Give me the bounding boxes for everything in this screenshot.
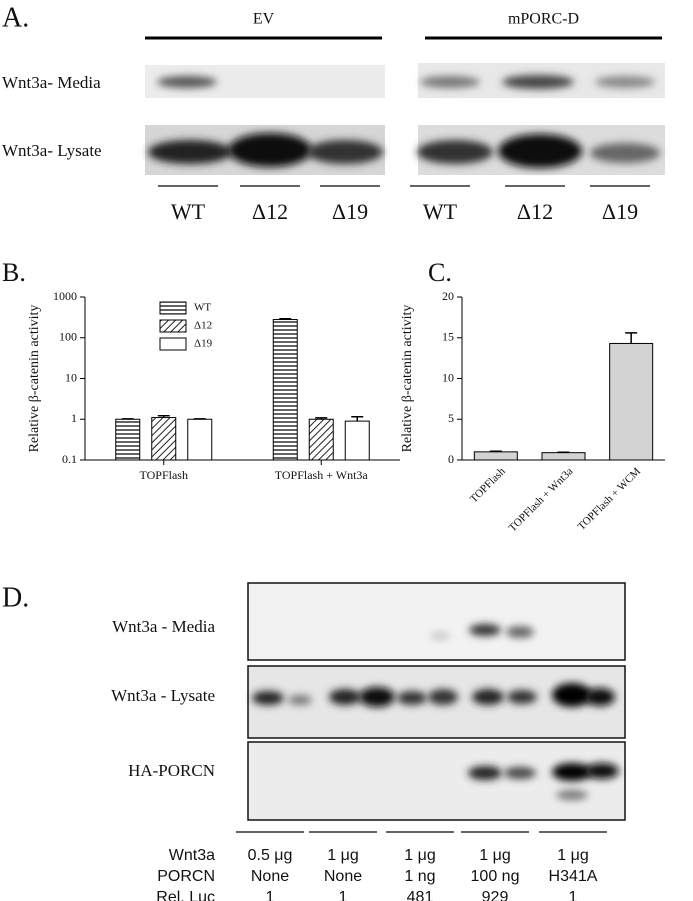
blot-a [145, 63, 665, 175]
panel-label: C. [428, 258, 452, 287]
bar [272, 319, 298, 461]
lane-label: Δ19 [602, 199, 638, 224]
legend-swatch [159, 319, 187, 333]
group-label: EV [253, 11, 275, 28]
table-row-label: Wnt3a [169, 847, 215, 864]
table-cell: None [324, 868, 362, 885]
blot-d [247, 582, 626, 821]
legend-label: Δ12 [194, 320, 212, 332]
table-cell: 1 μg [479, 847, 510, 864]
lane-label: Δ12 [517, 199, 553, 224]
x-tick-label: TOPFlash + Wnt3a [275, 468, 369, 482]
bar [344, 420, 370, 461]
bar [541, 452, 586, 461]
error-bar [279, 318, 292, 320]
y-axis-label: Relative β-catenin activity [27, 305, 42, 453]
x-tick-label: TOPFlash [140, 468, 188, 482]
lane-label: Δ19 [332, 199, 368, 224]
table-cell: 100 ng [471, 868, 520, 885]
bar [151, 417, 177, 461]
x-tick-label: TOPFlash + Wnt3a [507, 465, 576, 534]
lane-label: Δ12 [252, 199, 288, 224]
table-cell: None [251, 868, 289, 885]
table-cell: 1 μg [404, 847, 435, 864]
table-cell: 1 ng [404, 868, 435, 885]
y-tick-label: 20 [442, 289, 454, 303]
panel-label: B. [2, 258, 26, 287]
table-cell: 1 [339, 889, 348, 901]
table-cell: 1 [569, 889, 578, 901]
bar [609, 342, 654, 461]
error-bar [489, 450, 502, 452]
row-label: Wnt3a - Lysate [111, 686, 215, 705]
table-cell: 929 [482, 889, 509, 901]
y-tick-label: 15 [442, 330, 454, 344]
y-tick-label: 1000 [53, 289, 77, 303]
y-tick-label: 10 [442, 370, 454, 384]
row-label: Wnt3a - Media [112, 617, 215, 636]
y-axis-label: Relative β-catenin activity [400, 305, 415, 453]
table-cell: 481 [407, 889, 434, 901]
lane-label: WT [171, 199, 206, 224]
table-cell: H341A [549, 868, 598, 885]
bar [187, 418, 213, 461]
y-tick-label: 5 [448, 411, 454, 425]
row-label: Wnt3a- Lysate [2, 141, 102, 160]
table-row-label: Rel. Luc [156, 889, 215, 901]
group-label: mPORC-D [508, 11, 579, 28]
legend-swatch [159, 337, 187, 351]
error-bar [625, 332, 638, 344]
legend-swatch [159, 301, 187, 315]
table-row-label: PORCN [157, 868, 215, 885]
bar [473, 451, 518, 461]
row-label: Wnt3a- Media [2, 73, 101, 92]
y-tick-label: 1 [71, 411, 77, 425]
panel-label: D. [2, 582, 29, 613]
panel-label: A. [2, 2, 29, 33]
table-cell: 0.5 μg [248, 847, 293, 864]
error-bar [157, 414, 170, 418]
error-bar [351, 416, 364, 422]
row-label: HA-PORCN [128, 761, 215, 780]
y-tick-label: 0.1 [62, 452, 77, 466]
table-cell: 1 μg [327, 847, 358, 864]
legend-label: WT [194, 302, 211, 314]
legend-label: Δ19 [194, 338, 213, 350]
y-tick-label: 100 [59, 330, 77, 344]
bar [308, 418, 334, 461]
bar [115, 418, 141, 461]
x-tick-label: TOPFlash [468, 465, 508, 505]
table-cell: 1 μg [557, 847, 588, 864]
y-tick-label: 0 [448, 452, 454, 466]
x-tick-label: TOPFlash + WCM [576, 465, 644, 533]
lane-label: WT [423, 199, 458, 224]
table-cell: 1 [266, 889, 275, 901]
error-bar [315, 417, 328, 420]
y-tick-label: 10 [65, 370, 77, 384]
